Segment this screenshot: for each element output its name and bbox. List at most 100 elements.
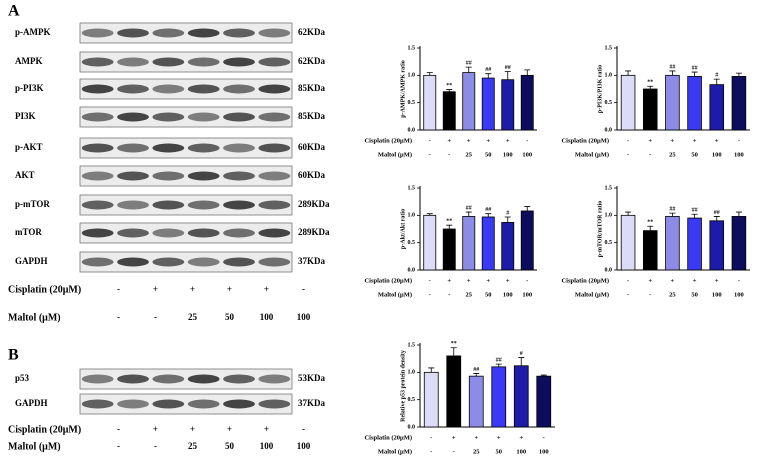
blot-size: 85KDa [298, 111, 326, 121]
blot-size: 62KDa [298, 27, 326, 37]
treatment-value: + [506, 277, 510, 284]
blot [79, 194, 293, 216]
treatment-value: + [452, 434, 456, 441]
y-tick-label: 1.5 [605, 45, 613, 51]
treatment-value: - [154, 312, 157, 322]
bar [501, 79, 515, 131]
treatment-value: + [486, 277, 490, 284]
blot-band [187, 399, 220, 409]
error-bar [426, 72, 433, 76]
y-tick-label: 0.0 [408, 127, 416, 133]
blot-band [81, 112, 114, 122]
treatment-value: 50 [691, 291, 698, 298]
blot-band [81, 171, 114, 181]
treatment-value: 100 [734, 291, 744, 298]
treatment-value: 100 [297, 312, 311, 322]
treatment-value: - [429, 277, 431, 284]
y-tick-label: 0.5 [408, 397, 416, 403]
blot-band [81, 374, 114, 384]
treatment-value: 100 [516, 448, 526, 455]
blot-band [117, 28, 149, 38]
treatment-label: Maltol (μM) [378, 448, 412, 455]
blot-label: GAPDH [15, 398, 48, 408]
blot-band [152, 57, 185, 67]
blot-label: p53 [15, 373, 30, 383]
bar [468, 375, 484, 428]
treatment-label: Maltol (μM) [378, 291, 412, 298]
y-tick-label: 0.0 [605, 127, 613, 133]
error-bar [428, 367, 435, 373]
treatment-value: - [543, 434, 545, 441]
treatment-value: - [117, 284, 120, 294]
treatment-value: + [715, 137, 719, 144]
significance-label: ** [446, 219, 452, 225]
treatment-value: - [526, 277, 528, 284]
blot-band [152, 200, 185, 210]
significance-label: ## [714, 210, 720, 216]
treatment-value: - [117, 441, 120, 451]
treatment-value: 100 [503, 291, 513, 298]
blot-size: 289KDa [298, 199, 330, 209]
bar [620, 214, 636, 271]
bar [642, 88, 658, 131]
error-bar [625, 211, 632, 216]
blot-size: 37KDa [298, 256, 326, 266]
treatment-value: + [715, 277, 719, 284]
y-tick-label: 1.0 [408, 370, 416, 376]
blot-label: AMPK [15, 56, 43, 66]
y-tick-label: 0.5 [605, 100, 613, 106]
y-tick-label: 1.0 [605, 213, 613, 219]
treatment-value: + [264, 284, 269, 294]
treatment-label: Maltol (μM) [378, 151, 412, 158]
treatment-value: 50 [225, 441, 235, 451]
treatment-value: 100 [522, 291, 532, 298]
blot-size: 60KDa [298, 170, 326, 180]
bar [501, 222, 515, 271]
blot-band [117, 171, 149, 181]
significance-label: ## [505, 65, 511, 71]
blot-label: GAPDH [15, 256, 48, 266]
blot-band [187, 28, 220, 38]
treatment-value: + [190, 424, 195, 434]
treatment-value: 100 [503, 151, 513, 158]
error-bar [450, 347, 457, 356]
treatment-label: Maltol (μM) [575, 291, 609, 298]
bar [731, 216, 747, 271]
significance-label: ## [692, 65, 698, 71]
treatment-value: + [190, 284, 195, 294]
blot-band [117, 84, 149, 94]
treatment-label: Maltol (μM) [8, 312, 61, 323]
treatment-value: 100 [297, 441, 311, 451]
blot-band [81, 28, 114, 38]
bar [520, 210, 534, 271]
blot-band [223, 399, 255, 409]
blot-band [258, 257, 291, 267]
treatment-value: - [117, 312, 120, 322]
blot-band [81, 143, 114, 153]
y-tick-label: 1.5 [408, 185, 416, 191]
y-axis-label: p-AMPK/AMPK ratio [400, 60, 406, 118]
significance-label: # [520, 351, 523, 357]
blot-size: 60KDa [298, 142, 326, 152]
error-bar [524, 69, 531, 76]
treatment-value: 100 [539, 448, 549, 455]
y-tick-label: 1.0 [605, 73, 613, 79]
treatment-value: + [227, 284, 232, 294]
blot-band [258, 228, 291, 238]
significance-label: ** [446, 83, 452, 89]
treatment-value: - [649, 291, 651, 298]
treatment-value: + [227, 424, 232, 434]
treatment-label: Cisplatin (20μM) [8, 424, 81, 435]
treatment-value: - [453, 448, 455, 455]
treatment-value: 100 [712, 291, 722, 298]
significance-label: ## [669, 207, 675, 213]
blot-band [152, 171, 185, 181]
blot-band [117, 374, 149, 384]
treatment-value: - [738, 277, 740, 284]
bar [481, 77, 495, 131]
error-bar [735, 211, 742, 217]
treatment-value: + [447, 277, 451, 284]
treatment-value: + [648, 137, 652, 144]
